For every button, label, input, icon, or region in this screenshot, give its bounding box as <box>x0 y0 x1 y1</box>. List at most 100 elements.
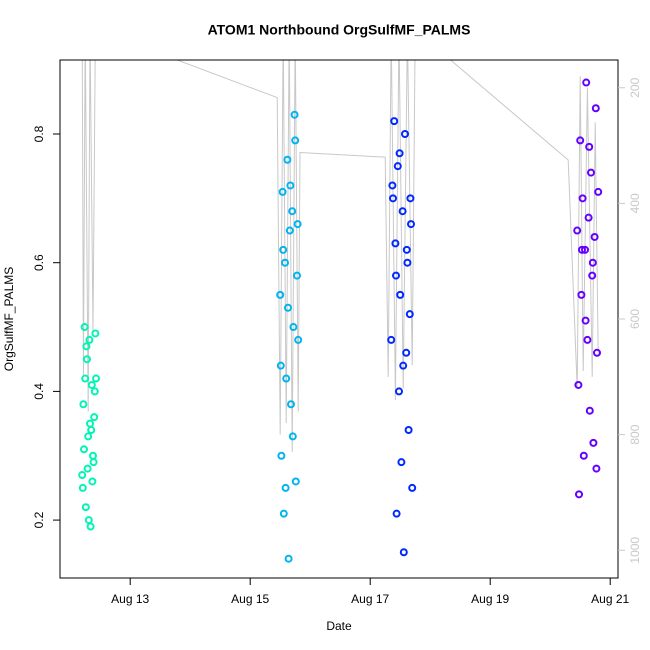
data-point <box>90 387 99 396</box>
data-point <box>395 387 403 396</box>
data-point <box>392 271 400 280</box>
data-point <box>81 374 90 383</box>
data-point <box>582 78 591 87</box>
data-point <box>294 335 303 344</box>
x-tick-label: Aug 19 <box>471 592 509 606</box>
data-point <box>576 136 585 145</box>
data-point <box>588 258 597 267</box>
data-point <box>281 483 290 492</box>
y-tick-label: 0.6 <box>32 254 46 271</box>
data-point <box>402 245 411 254</box>
data-point <box>80 323 89 332</box>
data-point <box>392 509 401 518</box>
data-point <box>291 477 300 486</box>
data-point <box>92 374 100 383</box>
data-point <box>283 155 292 164</box>
data-point <box>84 432 93 441</box>
data-point <box>84 516 93 525</box>
trace-layer <box>81 60 599 452</box>
data-point <box>290 110 299 119</box>
data-point <box>408 483 417 492</box>
data-point <box>591 104 600 113</box>
x-axis-label: Date <box>326 619 352 633</box>
data-point <box>89 451 97 460</box>
data-point <box>391 239 400 248</box>
pressure-trace <box>81 60 599 452</box>
data-point <box>578 245 586 254</box>
data-point <box>585 142 594 151</box>
data-point <box>83 464 92 473</box>
y2-tick-label: 400 <box>628 193 642 213</box>
data-point <box>277 451 286 460</box>
data-point <box>288 432 297 441</box>
data-point <box>401 130 409 138</box>
data-point <box>583 335 592 344</box>
data-point <box>577 290 586 299</box>
y2-tick-label: 600 <box>628 309 642 329</box>
data-point <box>289 323 298 332</box>
data-point <box>288 207 297 216</box>
data-point <box>86 522 95 531</box>
data-point <box>399 361 408 370</box>
data-point <box>393 162 402 171</box>
data-point <box>388 181 397 190</box>
plot-frame <box>59 59 619 579</box>
data-point <box>276 290 285 299</box>
x-tick-label: Aug 13 <box>111 592 149 606</box>
data-point <box>588 271 597 280</box>
data-point <box>276 361 285 370</box>
chart-title: ATOM1 Northbound OrgSulfMF_PALMS <box>208 22 471 38</box>
data-point <box>584 213 593 222</box>
y2-tick-label: 800 <box>628 424 642 444</box>
data-point <box>397 458 406 467</box>
data-point <box>87 380 96 389</box>
data-point <box>284 303 292 312</box>
data-point <box>398 207 407 216</box>
data-point <box>81 503 90 512</box>
y-tick-label: 0.4 <box>32 383 46 400</box>
y-tick-label: 0.8 <box>32 125 46 142</box>
data-point <box>403 258 412 267</box>
data-point <box>405 310 414 319</box>
data-point <box>578 194 587 203</box>
data-point <box>285 226 294 235</box>
data-point <box>287 400 295 409</box>
data-point <box>78 483 87 492</box>
data-point <box>80 445 88 454</box>
data-point <box>89 458 98 467</box>
data-point <box>589 438 598 447</box>
data-point <box>282 374 291 383</box>
data-point <box>279 245 288 254</box>
data-point <box>79 400 88 409</box>
x-tick-label: Aug 21 <box>591 592 629 606</box>
data-point <box>396 290 405 299</box>
data-point <box>286 181 295 190</box>
data-point <box>281 258 289 267</box>
data-point <box>574 380 583 389</box>
data-point <box>581 245 589 254</box>
y-axis-label: OrgSulfMF_PALMS <box>2 267 16 371</box>
data-point <box>587 168 595 177</box>
data-point <box>389 194 397 203</box>
data-point <box>404 426 413 434</box>
data-point <box>593 348 601 357</box>
y-tick-label: 0.2 <box>32 511 46 528</box>
data-point <box>402 348 411 357</box>
data-point <box>406 194 415 203</box>
data-point <box>399 548 408 557</box>
data-point <box>395 149 404 158</box>
data-point <box>575 490 583 499</box>
data-point <box>88 477 97 486</box>
data-point <box>90 413 99 422</box>
data-point <box>585 406 594 415</box>
data-point <box>83 355 91 364</box>
data-point <box>291 136 300 145</box>
y2-tick-label: 1000 <box>628 537 642 564</box>
data-point <box>78 471 87 480</box>
data-point <box>579 451 588 460</box>
data-point <box>293 271 301 280</box>
data-point <box>278 187 287 196</box>
data-point <box>390 117 399 126</box>
data-point <box>91 329 100 338</box>
